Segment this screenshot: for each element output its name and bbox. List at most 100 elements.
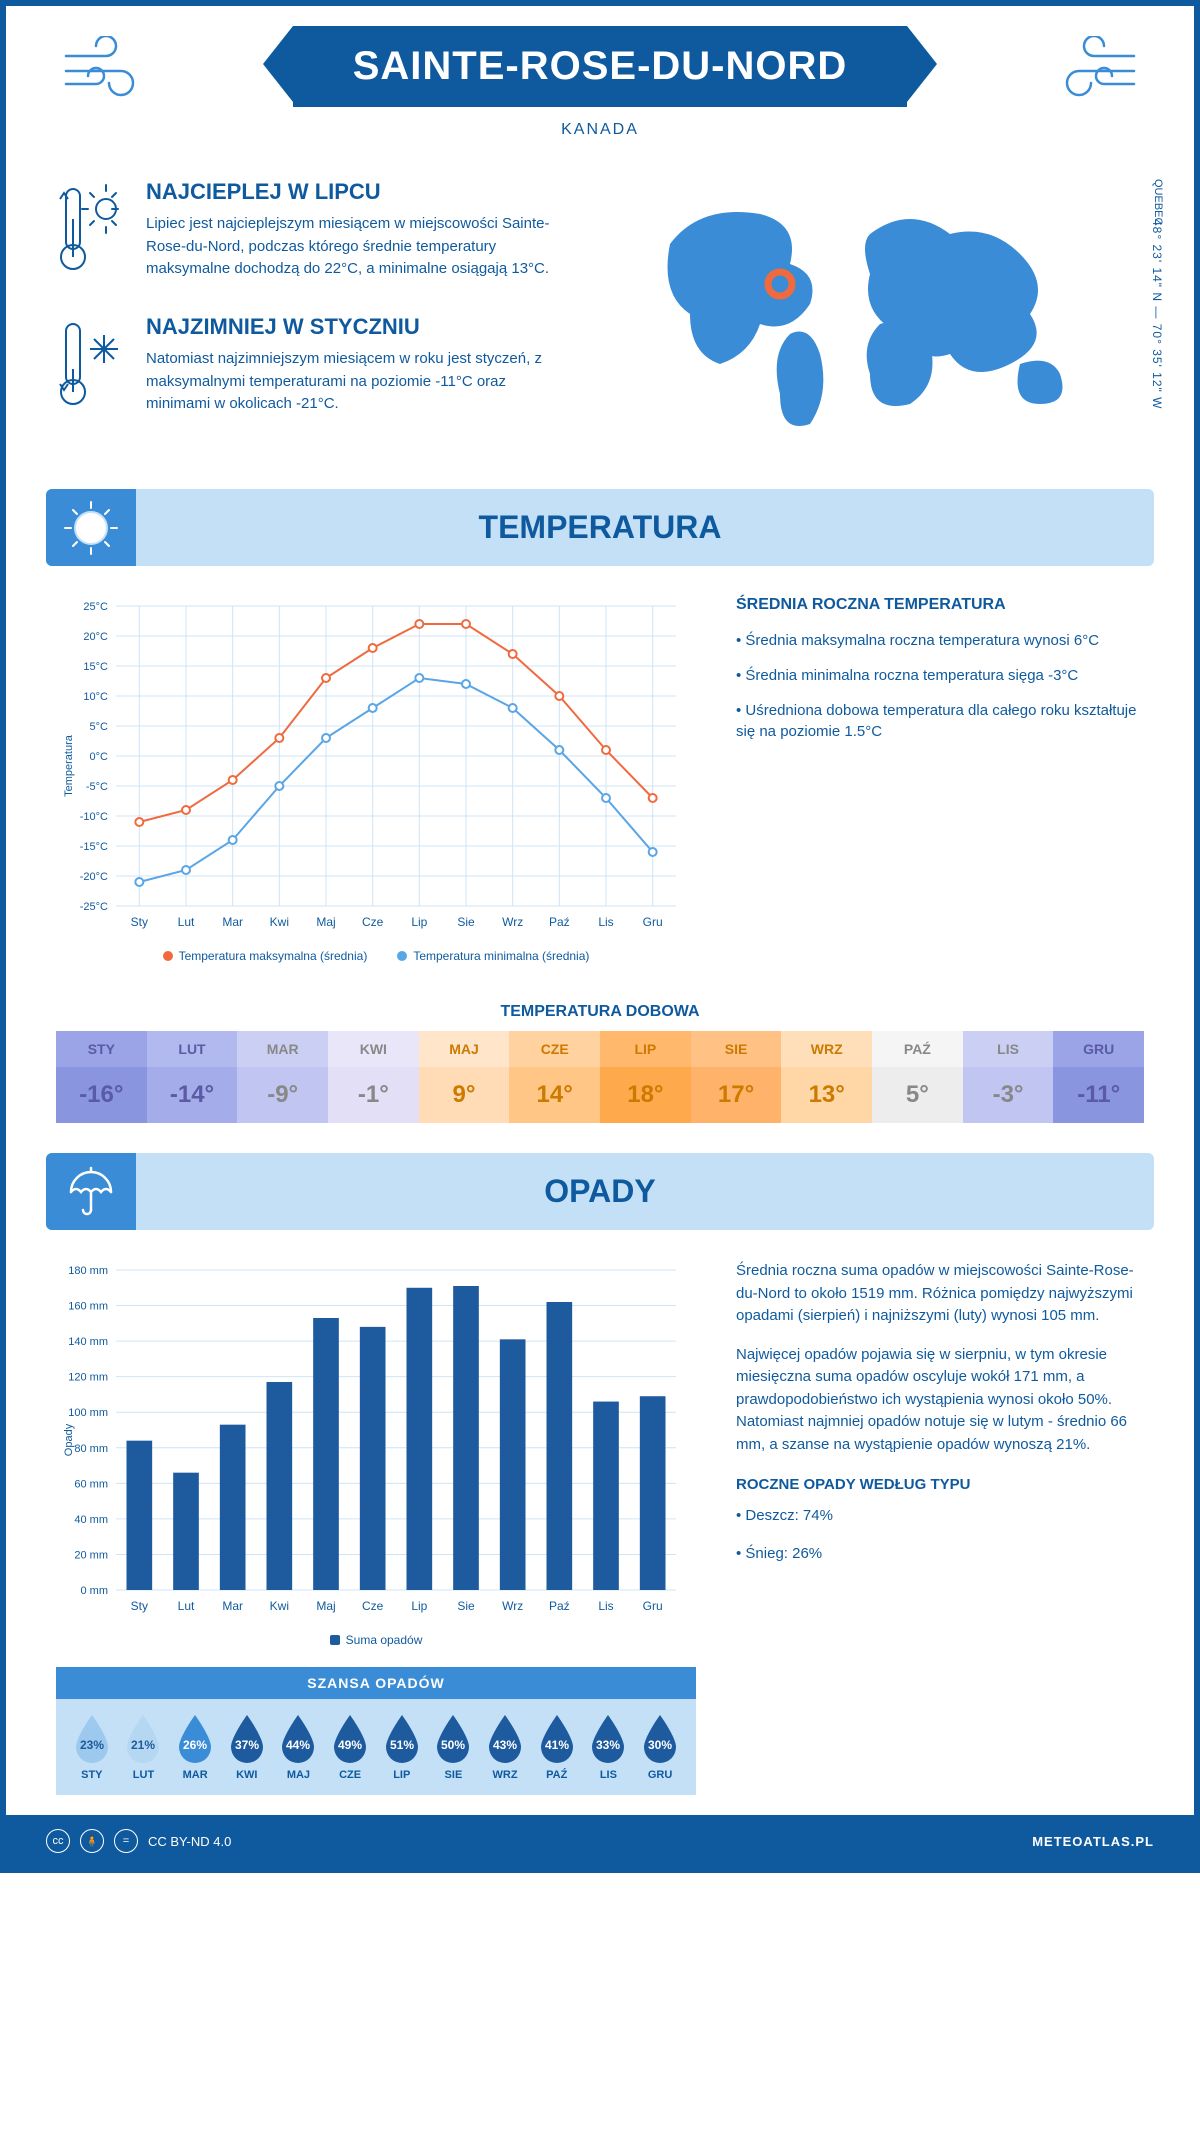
svg-text:51%: 51%: [390, 1738, 414, 1752]
daily-cell: LUT-14°: [147, 1031, 238, 1123]
svg-text:Kwi: Kwi: [270, 1599, 289, 1613]
svg-text:30%: 30%: [648, 1738, 672, 1752]
nd-icon: =: [114, 1829, 138, 1853]
daily-cell: MAR-9°: [237, 1031, 328, 1123]
svg-text:Wrz: Wrz: [502, 1599, 523, 1613]
temperature-header: TEMPERATURA: [46, 489, 1154, 566]
daily-temp-title: TEMPERATURA DOBOWA: [6, 1003, 1194, 1021]
svg-text:Lut: Lut: [178, 915, 195, 929]
sun-icon: [46, 489, 136, 566]
svg-text:-5°C: -5°C: [86, 781, 108, 793]
svg-text:-10°C: -10°C: [80, 811, 108, 823]
precip-chance-drop: 49% CZE: [328, 1713, 372, 1781]
thermometer-snow-icon: [56, 314, 126, 419]
temperature-info: ŚREDNIA ROCZNA TEMPERATURA • Średnia mak…: [736, 596, 1144, 963]
svg-text:Sie: Sie: [457, 915, 475, 929]
svg-text:20 mm: 20 mm: [74, 1549, 108, 1561]
precip-chance-drop: 50% SIE: [431, 1713, 475, 1781]
precip-chance-drop: 44% MAJ: [276, 1713, 320, 1781]
precip-chance-drop: 33% LIS: [586, 1713, 630, 1781]
world-map: [650, 184, 1110, 444]
daily-cell: LIS-3°: [963, 1031, 1054, 1123]
svg-text:Sty: Sty: [131, 1599, 148, 1613]
svg-text:160 mm: 160 mm: [68, 1301, 108, 1313]
daily-temp-table: STY-16°LUT-14°MAR-9°KWI-1°MAJ9°CZE14°LIP…: [56, 1031, 1144, 1123]
precip-text-1: Średnia roczna suma opadów w miejscowośc…: [736, 1260, 1144, 1328]
warmest-block: NAJCIEPLEJ W LIPCU Lipiec jest najcieple…: [56, 179, 585, 284]
page-title: SAINTE-ROSE-DU-NORD: [293, 26, 908, 107]
cc-icon: cc: [46, 1829, 70, 1853]
site-label: METEOATLAS.PL: [1032, 1834, 1154, 1849]
svg-text:33%: 33%: [596, 1738, 620, 1752]
precip-chance-drop: 41% PAŹ: [535, 1713, 579, 1781]
precip-header: OPADY: [46, 1153, 1154, 1230]
coldest-title: NAJZIMNIEJ W STYCZNIU: [146, 314, 566, 340]
svg-text:10°C: 10°C: [83, 691, 108, 703]
svg-text:Cze: Cze: [362, 915, 384, 929]
svg-text:140 mm: 140 mm: [68, 1336, 108, 1348]
svg-text:Lis: Lis: [598, 1599, 613, 1613]
daily-cell: PAŹ5°: [872, 1031, 963, 1123]
temp-bullet: • Średnia maksymalna roczna temperatura …: [736, 630, 1144, 651]
precip-chance-drop: 43% WRZ: [483, 1713, 527, 1781]
precip-chance-drop: 51% LIP: [380, 1713, 424, 1781]
svg-text:50%: 50%: [441, 1738, 465, 1752]
svg-text:80 mm: 80 mm: [74, 1443, 108, 1455]
intro-section: NAJCIEPLEJ W LIPCU Lipiec jest najcieple…: [6, 149, 1194, 479]
svg-text:Opady: Opady: [63, 1423, 75, 1456]
temp-legend: Temperatura maksymalna (średnia) Tempera…: [56, 949, 696, 963]
svg-text:15°C: 15°C: [83, 661, 108, 673]
svg-text:Gru: Gru: [643, 915, 663, 929]
svg-text:Gru: Gru: [643, 1599, 663, 1613]
daily-cell: MAJ9°: [419, 1031, 510, 1123]
svg-text:23%: 23%: [80, 1738, 104, 1752]
wind-icon: [56, 36, 156, 111]
header: SAINTE-ROSE-DU-NORD KANADA: [6, 6, 1194, 149]
svg-text:41%: 41%: [545, 1738, 569, 1752]
svg-text:Sie: Sie: [457, 1599, 475, 1613]
thermometer-sun-icon: [56, 179, 126, 284]
svg-text:0 mm: 0 mm: [81, 1585, 109, 1597]
svg-text:-15°C: -15°C: [80, 841, 108, 853]
wind-icon: [1044, 36, 1144, 111]
svg-text:Maj: Maj: [316, 1599, 335, 1613]
svg-text:Sty: Sty: [131, 915, 148, 929]
svg-text:49%: 49%: [338, 1738, 362, 1752]
svg-text:Mar: Mar: [222, 1599, 243, 1613]
precip-chance-drop: 37% KWI: [225, 1713, 269, 1781]
svg-text:26%: 26%: [183, 1738, 207, 1752]
svg-text:Paź: Paź: [549, 915, 570, 929]
svg-text:100 mm: 100 mm: [68, 1407, 108, 1419]
svg-text:60 mm: 60 mm: [74, 1478, 108, 1490]
svg-text:40 mm: 40 mm: [74, 1514, 108, 1526]
daily-cell: CZE14°: [509, 1031, 600, 1123]
temperature-chart: -25°C-20°C-15°C-10°C-5°C0°C5°C10°C15°C20…: [56, 596, 696, 963]
precip-chance-drop: 30% GRU: [638, 1713, 682, 1781]
svg-text:37%: 37%: [235, 1738, 259, 1752]
precip-chart: 0 mm20 mm40 mm60 mm80 mm100 mm120 mm140 …: [56, 1260, 696, 1647]
svg-text:Temperatura: Temperatura: [63, 734, 75, 797]
svg-text:Maj: Maj: [316, 915, 335, 929]
svg-text:43%: 43%: [493, 1738, 517, 1752]
coords-label: 48° 23' 14" N — 70° 35' 12" W: [1150, 219, 1164, 409]
temperature-title: TEMPERATURA: [479, 509, 722, 545]
umbrella-icon: [46, 1153, 136, 1230]
svg-text:Paź: Paź: [549, 1599, 570, 1613]
daily-cell: WRZ13°: [781, 1031, 872, 1123]
precip-legend: Suma opadów: [56, 1633, 696, 1647]
precip-chance-drop: 21% LUT: [121, 1713, 165, 1781]
svg-text:Wrz: Wrz: [502, 915, 523, 929]
precip-snow: • Śnieg: 26%: [736, 1543, 1144, 1566]
svg-text:20°C: 20°C: [83, 631, 108, 643]
precip-title: OPADY: [544, 1173, 655, 1209]
precip-chance-drop: 26% MAR: [173, 1713, 217, 1781]
footer: cc 🧍 = CC BY-ND 4.0 METEOATLAS.PL: [6, 1815, 1194, 1867]
svg-text:Lip: Lip: [411, 1599, 427, 1613]
svg-text:180 mm: 180 mm: [68, 1265, 108, 1277]
precip-chance-drop: 23% STY: [70, 1713, 114, 1781]
svg-text:21%: 21%: [131, 1738, 155, 1752]
svg-text:Mar: Mar: [222, 915, 243, 929]
precip-info: Średnia roczna suma opadów w miejscowośc…: [736, 1260, 1144, 1647]
precip-chance-title: SZANSA OPADÓW: [56, 1667, 696, 1699]
svg-text:-25°C: -25°C: [80, 901, 108, 913]
